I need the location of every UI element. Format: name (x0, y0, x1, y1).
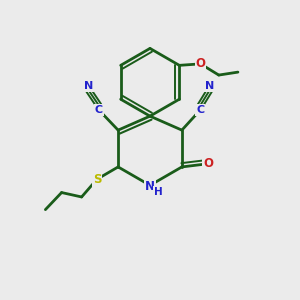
Text: N: N (145, 180, 155, 193)
Text: O: O (203, 158, 213, 170)
Text: C: C (95, 105, 103, 115)
Text: N: N (84, 81, 93, 91)
Text: S: S (93, 173, 101, 186)
Text: N: N (205, 81, 214, 91)
Text: C: C (196, 105, 204, 115)
Text: O: O (196, 57, 206, 70)
Text: H: H (154, 187, 163, 197)
